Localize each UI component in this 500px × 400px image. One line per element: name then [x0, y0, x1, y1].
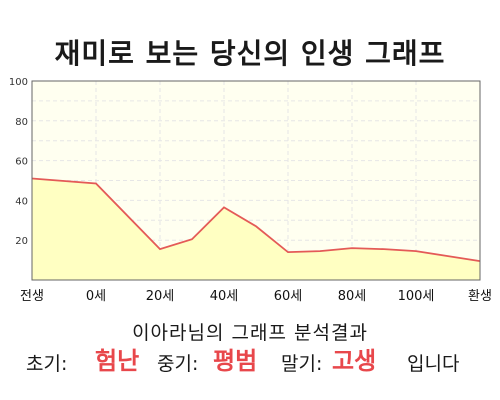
early-value: 험난 [95, 347, 140, 375]
result-summary: 초기: 험난 중기: 평범 말기: 고생 입니다 [0, 346, 500, 380]
mid-label: 중기: [157, 353, 199, 375]
y-tick-label: 100 [9, 77, 28, 88]
page-title: 재미로 보는 당신의 인생 그래프 [54, 37, 446, 70]
result-tail: 입니다 [407, 353, 460, 375]
y-tick-label: 80 [15, 117, 28, 128]
late-label: 말기: [281, 353, 323, 375]
y-tick-label: 40 [15, 196, 28, 207]
x-tick-label: 100세 [398, 289, 435, 304]
result-heading: 이아라님의 그래프 분석결과 [132, 322, 368, 344]
x-tick-label: 40세 [210, 289, 239, 304]
y-tick-label: 60 [15, 157, 28, 168]
x-tick-label: 0세 [86, 289, 106, 304]
x-tick-label: 전생 [20, 289, 44, 304]
early-label: 초기: [26, 353, 68, 375]
x-tick-label: 60세 [274, 289, 303, 304]
x-tick-label: 20세 [146, 289, 175, 304]
late-value: 고생 [332, 347, 377, 375]
series-line [31, 177, 481, 262]
x-tick-label: 80세 [338, 289, 367, 304]
plot-border [31, 80, 481, 281]
x-tick-label: 환생 [468, 289, 492, 304]
y-tick-label: 20 [15, 236, 28, 247]
area-fill [32, 178, 480, 280]
mid-value: 평범 [213, 347, 258, 375]
